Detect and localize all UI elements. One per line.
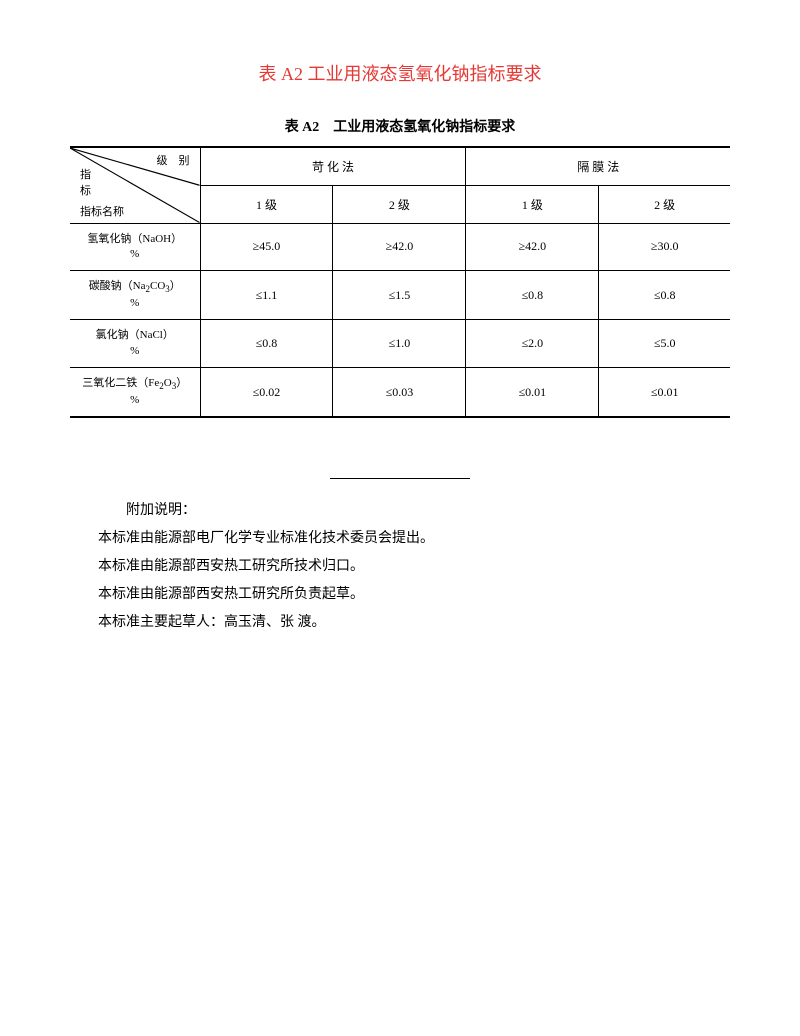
method-header-2: 隔 膜 法 bbox=[466, 147, 730, 185]
diag-label-grade: 级 别 bbox=[157, 152, 190, 168]
row-label: 碳酸钠（Na2CO3）% bbox=[70, 271, 200, 320]
note-line: 本标准由能源部西安热工研究所技术归口。 bbox=[98, 553, 730, 581]
table-row: 三氧化二铁（Fe2O3）% ≤0.02 ≤0.03 ≤0.01 ≤0.01 bbox=[70, 368, 730, 418]
cell-value: ≤2.0 bbox=[466, 320, 599, 368]
page-title: 表 A2 工业用液态氢氧化钠指标要求 bbox=[70, 60, 730, 86]
cell-value: ≤1.5 bbox=[333, 271, 466, 320]
grade-header-1-1: 1 级 bbox=[200, 185, 333, 223]
cell-value: ≥42.0 bbox=[333, 223, 466, 271]
row-label: 氢氧化钠（NaOH）% bbox=[70, 223, 200, 271]
note-line: 附加说明： bbox=[98, 497, 730, 525]
cell-value: ≤0.01 bbox=[599, 368, 730, 418]
diag-label-indicator: 指标 bbox=[80, 166, 91, 198]
note-line: 本标准由能源部西安热工研究所负责起草。 bbox=[98, 581, 730, 609]
method-header-1: 苛 化 法 bbox=[200, 147, 466, 185]
diag-label-name: 指标名称 bbox=[80, 203, 124, 219]
cell-value: ≥30.0 bbox=[599, 223, 730, 271]
divider-line bbox=[330, 478, 470, 479]
row-label: 氯化钠（NaCl）% bbox=[70, 320, 200, 368]
grade-header-1-2: 2 级 bbox=[333, 185, 466, 223]
cell-value: ≤1.1 bbox=[200, 271, 333, 320]
cell-value: ≤0.03 bbox=[333, 368, 466, 418]
cell-value: ≥45.0 bbox=[200, 223, 333, 271]
cell-value: ≤1.0 bbox=[333, 320, 466, 368]
table-title: 表 A2 工业用液态氢氧化钠指标要求 bbox=[70, 116, 730, 136]
cell-value: ≤0.8 bbox=[200, 320, 333, 368]
cell-value: ≤0.02 bbox=[200, 368, 333, 418]
row-label: 三氧化二铁（Fe2O3）% bbox=[70, 368, 200, 418]
note-line: 本标准主要起草人：高玉清、张 渡。 bbox=[98, 609, 730, 637]
cell-value: ≤5.0 bbox=[599, 320, 730, 368]
notes-section: 附加说明： 本标准由能源部电厂化学专业标准化技术委员会提出。 本标准由能源部西安… bbox=[70, 497, 730, 637]
cell-value: ≤0.01 bbox=[466, 368, 599, 418]
diagonal-header-cell: 级 别 指标 指标名称 bbox=[70, 147, 200, 223]
table-row: 氢氧化钠（NaOH）% ≥45.0 ≥42.0 ≥42.0 ≥30.0 bbox=[70, 223, 730, 271]
table-row: 氯化钠（NaCl）% ≤0.8 ≤1.0 ≤2.0 ≤5.0 bbox=[70, 320, 730, 368]
cell-value: ≤0.8 bbox=[599, 271, 730, 320]
table-row: 碳酸钠（Na2CO3）% ≤1.1 ≤1.5 ≤0.8 ≤0.8 bbox=[70, 271, 730, 320]
grade-header-2-1: 1 级 bbox=[466, 185, 599, 223]
cell-value: ≤0.8 bbox=[466, 271, 599, 320]
note-line: 本标准由能源部电厂化学专业标准化技术委员会提出。 bbox=[98, 525, 730, 553]
specification-table: 级 别 指标 指标名称 苛 化 法 隔 膜 法 1 级 2 级 1 级 2 级 … bbox=[70, 146, 730, 418]
cell-value: ≥42.0 bbox=[466, 223, 599, 271]
grade-header-2-2: 2 级 bbox=[599, 185, 730, 223]
